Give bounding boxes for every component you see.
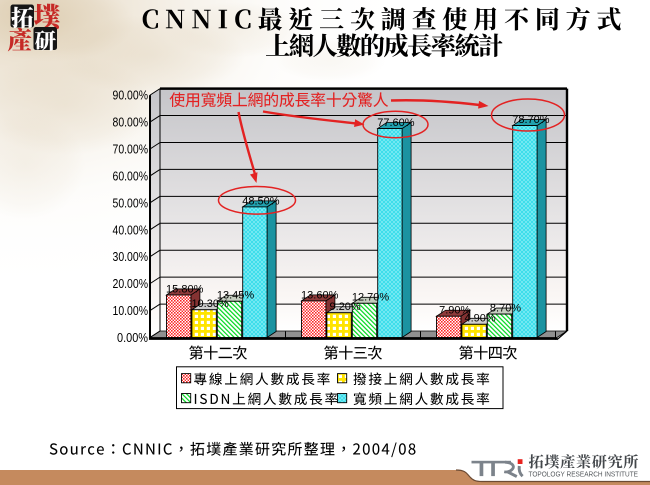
svg-text:0.00%: 0.00%	[117, 330, 148, 345]
svg-text:7.90%: 7.90%	[439, 305, 470, 317]
svg-text:30.00%: 30.00%	[113, 249, 149, 264]
svg-text:78.70%: 78.70%	[512, 114, 550, 126]
svg-text:10.00%: 10.00%	[113, 303, 149, 318]
svg-text:40.00%: 40.00%	[113, 222, 149, 237]
svg-text:8.70%: 8.70%	[490, 302, 521, 314]
svg-text:15.80%: 15.80%	[166, 283, 204, 295]
svg-text:77.60%: 77.60%	[377, 117, 415, 129]
svg-text:70.00%: 70.00%	[113, 141, 149, 156]
svg-text:60.00%: 60.00%	[113, 168, 149, 183]
svg-text:12.70%: 12.70%	[352, 292, 390, 304]
svg-text:48.50%: 48.50%	[242, 195, 280, 207]
svg-text:4.90%: 4.90%	[465, 313, 496, 325]
svg-text:90.00%: 90.00%	[113, 88, 149, 103]
svg-text:9.20%: 9.20%	[330, 301, 361, 313]
svg-text:80.00%: 80.00%	[113, 115, 149, 130]
svg-text:50.00%: 50.00%	[113, 195, 149, 210]
svg-text:20.00%: 20.00%	[113, 276, 149, 291]
svg-text:TOPOLOGY RESEARCH INSTITUTE: TOPOLOGY RESEARCH INSTITUTE	[529, 470, 639, 479]
svg-text:10.30%: 10.30%	[191, 298, 229, 310]
svg-text:13.60%: 13.60%	[301, 289, 339, 301]
svg-text:13.45%: 13.45%	[217, 290, 255, 302]
